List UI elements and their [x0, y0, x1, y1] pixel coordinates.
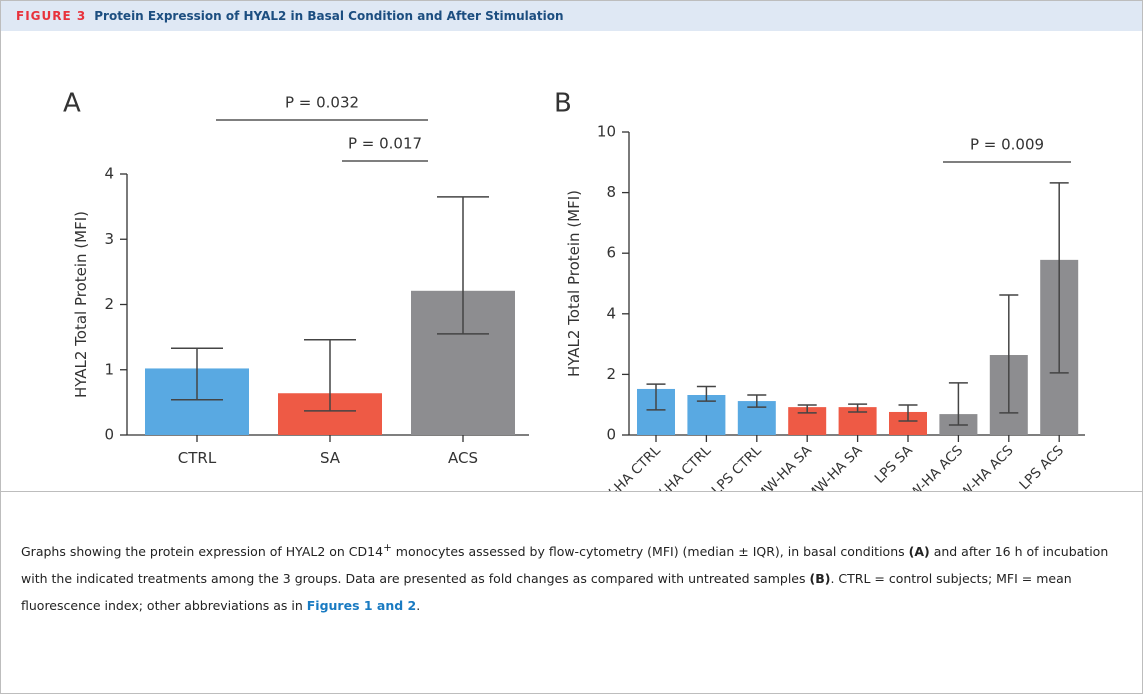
caption-text: Graphs showing the protein expression of… — [21, 544, 384, 560]
y-tick-label: 2 — [606, 365, 616, 383]
panel-letter: A — [63, 89, 81, 119]
caption-sup: + — [383, 542, 392, 554]
figure-label: FIGURE 3 — [16, 9, 87, 23]
x-tick-label: LPS ACS — [1016, 443, 1067, 491]
caption-bold: (B) — [809, 571, 831, 587]
significance-label: P = 0.009 — [970, 136, 1044, 154]
y-tick-label: 6 — [606, 244, 616, 262]
y-tick-label: 1 — [104, 360, 114, 378]
bar — [889, 411, 927, 435]
x-tick-label: HMW-HA CTRL — [583, 442, 664, 491]
y-axis-label: HYAL2 Total Protein (MFI) — [72, 211, 90, 398]
caption-text: . — [416, 598, 421, 614]
y-tick-label: 4 — [104, 165, 114, 183]
x-tick-label: ACS — [448, 449, 478, 467]
y-axis-label: HYAL2 Total Protein (MFI) — [565, 190, 583, 377]
y-tick-label: 3 — [104, 230, 114, 248]
caption-text: and after 16 h of incubation with the in… — [21, 544, 1109, 587]
y-tick-label: 0 — [104, 426, 114, 444]
y-tick-label: 2 — [104, 295, 114, 313]
y-tick-label: 8 — [606, 183, 616, 201]
x-tick-label: LPS CTRL — [709, 442, 765, 491]
x-tick-label: LPS SA — [872, 442, 917, 487]
significance-label: P = 0.017 — [348, 135, 422, 153]
x-tick-label: CTRL — [178, 449, 217, 467]
caption-text: . CTRL = control subjects; MFI = mean fl… — [21, 571, 1072, 614]
y-tick-label: 10 — [597, 123, 616, 141]
significance-label: P = 0.032 — [285, 94, 359, 112]
y-tick-label: 0 — [606, 426, 616, 444]
caption-text: monocytes assessed by flow-cytometry (MF… — [391, 544, 909, 560]
caption: Graphs showing the protein expression of… — [1, 491, 1142, 619]
panel-letter: B — [554, 89, 572, 119]
caption-link[interactable]: Figures 1 and 2 — [306, 598, 417, 614]
figure-header: FIGURE 3 Protein Expression of HYAL2 in B… — [1, 1, 1142, 31]
charts: A HYAL2 Total Protein (MFI) 0 1 2 3 4 CTRL SA ACS… — [63, 89, 1085, 491]
figure-title: Protein Expression of HYAL2 in Basal Con… — [94, 9, 564, 23]
caption-bold: (A) — [908, 544, 930, 560]
y-tick-label: 4 — [606, 304, 616, 322]
x-tick-label: SA — [320, 449, 341, 467]
